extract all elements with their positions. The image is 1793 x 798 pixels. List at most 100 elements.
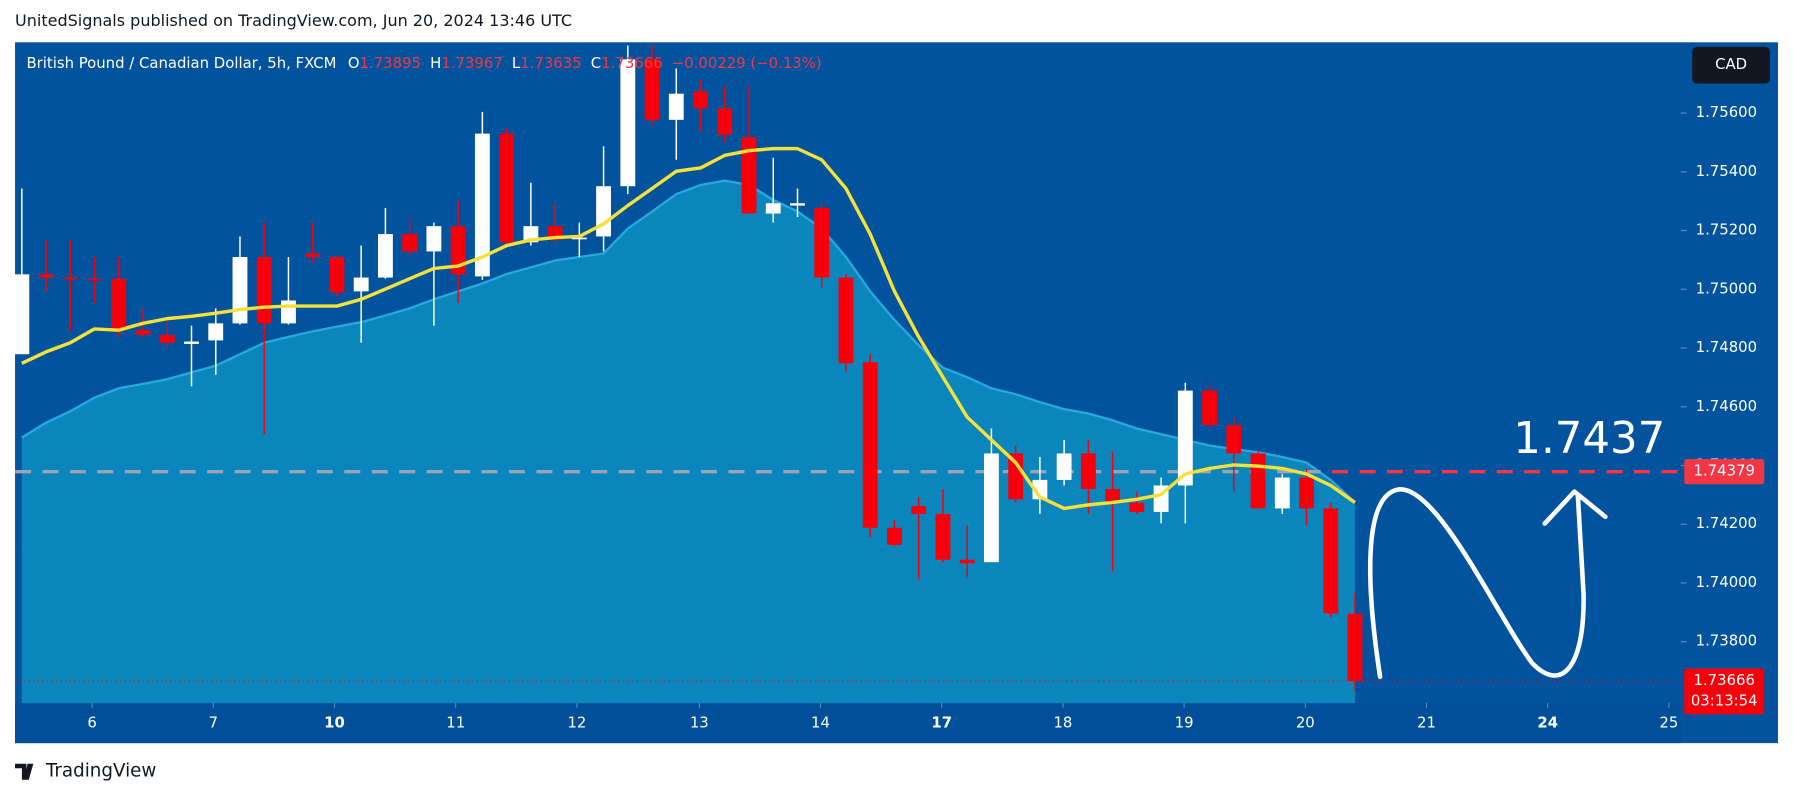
ohlc-value: 1.73666: [601, 54, 662, 72]
header: UnitedSignals published on TradingView.c…: [15, 11, 572, 30]
candle-body: [1274, 477, 1290, 509]
candle-body: [1056, 453, 1072, 480]
candle-body: [450, 226, 466, 275]
candle-body: [474, 133, 490, 277]
y-tick-label: 1.75600: [1696, 103, 1757, 121]
annotation: 1.7437: [1513, 414, 1665, 464]
candle-body: [184, 341, 199, 344]
candle-body: [693, 91, 708, 109]
candle-body: [1347, 613, 1363, 682]
candle-body: [87, 278, 102, 281]
candle-body: [135, 330, 151, 335]
candle-body: [741, 137, 757, 214]
y-tick-label: 1.74800: [1696, 338, 1757, 356]
x-tick-label: 6: [87, 714, 96, 732]
symbol: British Pound / Canadian Dollar, 5h, FXC…: [26, 54, 336, 72]
x-tick-label: 10: [324, 714, 345, 732]
candle-body: [620, 59, 636, 187]
candle-body: [305, 253, 321, 257]
currency: CAD: [1715, 55, 1747, 73]
candle-body: [14, 274, 30, 355]
change: −0.00229 (−0.13%): [672, 54, 822, 72]
candle-body: [814, 207, 830, 278]
candle-body: [911, 506, 927, 514]
moving-average: [21, 146, 1356, 511]
candle-body: [1323, 508, 1339, 614]
candle-body: [644, 59, 660, 120]
ohlc-letter: L: [512, 54, 521, 72]
x-tick-label: 20: [1296, 714, 1315, 732]
candle-body: [571, 237, 587, 240]
candle-body: [353, 277, 369, 292]
candle-body: [983, 453, 999, 563]
candle-body: [499, 133, 515, 243]
area: [21, 180, 1356, 704]
candle-body: [717, 108, 733, 135]
hline-label-box: [1684, 459, 1765, 485]
candle-body: [668, 93, 684, 120]
last-price-label: 1.73666: [1693, 671, 1754, 689]
candle-body: [402, 234, 418, 252]
candle-body: [377, 234, 393, 278]
candle-body: [62, 277, 78, 280]
candle-body: [1177, 390, 1193, 486]
candle-body: [1299, 477, 1314, 509]
y-tick-label: 1.73800: [1696, 632, 1757, 650]
area-edge: [21, 179, 1356, 504]
candle-body: [426, 226, 442, 252]
candle-body: [329, 256, 345, 293]
candle-body: [959, 559, 975, 564]
candle-body: [765, 203, 781, 214]
candle-body: [256, 256, 272, 324]
y-tick-label: 1.75400: [1696, 162, 1757, 180]
candle-body: [1202, 390, 1217, 425]
candle-body: [1226, 424, 1242, 454]
y-tick-label: 1.74600: [1696, 397, 1757, 415]
y-tick-label: 1.75000: [1696, 279, 1757, 297]
candle-body: [111, 278, 127, 332]
x-tick-label: 19: [1175, 714, 1194, 732]
logo: [15, 763, 34, 780]
candle-body: [862, 362, 878, 528]
candle-body: [208, 323, 224, 341]
hline-label: 1.74379: [1693, 462, 1754, 480]
x-tick-label: 18: [1053, 714, 1072, 732]
x-tick-label: 7: [209, 714, 218, 732]
candle-body: [935, 513, 951, 560]
x-tick-label: 13: [690, 714, 709, 732]
x-tick-label: 24: [1537, 714, 1558, 732]
candle-body: [838, 277, 854, 364]
y-tick-label: 1.74200: [1696, 514, 1757, 532]
y-tick-label: 1.74000: [1696, 573, 1757, 591]
candle-body: [159, 334, 175, 343]
ohlc-value: 1.73967: [441, 54, 502, 72]
candle-body: [232, 256, 248, 324]
y-tick-label: 1.75200: [1696, 221, 1757, 239]
candle-body: [38, 274, 54, 278]
candle-body: [1105, 489, 1121, 503]
legend-text: British Pound / Canadian Dollar, 5h, FXC…: [26, 54, 821, 72]
x-tick-label: 25: [1659, 714, 1678, 732]
candle-body: [887, 527, 902, 545]
ohlc-letter: C: [591, 54, 601, 72]
legend: British Pound / Canadian Dollar, 5h, FXC…: [26, 54, 821, 72]
time-axis-band: [15, 703, 1681, 744]
last-price-box: [1684, 668, 1765, 715]
drawn-path: [1368, 487, 1586, 680]
ohlc-value: 1.73895: [360, 54, 421, 72]
candle-body: [1080, 453, 1096, 490]
ohlc-value: 1.73635: [520, 54, 581, 72]
x-tick-label: 12: [567, 714, 586, 732]
ohlc-letter: O: [348, 54, 360, 72]
candle-body: [1250, 453, 1266, 509]
x-tick-label: 17: [931, 714, 952, 732]
candle-body: [281, 300, 296, 324]
currency-box: [1692, 46, 1770, 84]
x-tick-label: 11: [446, 714, 465, 732]
plot: [14, 45, 1681, 704]
ohlc-letter: H: [430, 54, 441, 72]
footer: TradingView: [45, 761, 157, 782]
candle-body: [1129, 502, 1145, 512]
